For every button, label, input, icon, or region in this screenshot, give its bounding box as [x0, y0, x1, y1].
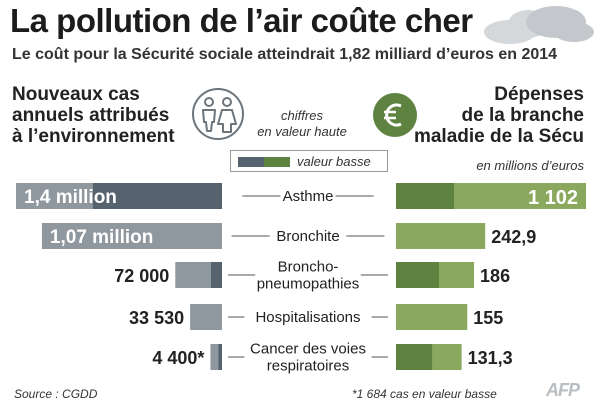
- people-icon: [192, 88, 244, 140]
- cases-heading: Nouveaux cas annuels attribués à l’envir…: [12, 84, 175, 147]
- source-note: Source : CGDD: [14, 387, 98, 401]
- cost-value-label: 186: [480, 266, 510, 286]
- cost-value-label: 131,3: [468, 348, 513, 368]
- cases-value-label: 33 530: [129, 308, 184, 328]
- euro-icon: [373, 93, 417, 137]
- clouds-icon: [484, 6, 594, 44]
- high-value-note: chiffres en valeur haute: [257, 108, 347, 139]
- category-label: Asthme: [283, 188, 334, 205]
- cost-value-label: 155: [473, 308, 503, 328]
- cases-value-label: 72 000: [114, 266, 169, 286]
- costs-units: en millions d’euros: [476, 158, 584, 173]
- cases-bar-hospitalisations: [190, 304, 222, 330]
- cases-low-bar-cancer-des-voies-respiratoires: [218, 344, 222, 370]
- cost-bar-bronchite: [396, 223, 486, 249]
- page-subtitle: Le coût pour la Sécurité sociale atteind…: [12, 46, 558, 63]
- cases-bar-bronchite: [41, 223, 223, 249]
- cases-value-label: 1,4 million: [24, 187, 117, 208]
- cost-value-label: 1 102: [528, 187, 578, 209]
- category-label: Broncho-: [278, 259, 339, 276]
- cases-bar-cancer-des-voies-respiratoires: [210, 344, 222, 370]
- cost-low-bar-broncho-pneumopathies: [396, 262, 439, 288]
- cases-low-bar-asthme: [92, 183, 223, 209]
- cases-value-label: 4 400*: [152, 348, 204, 368]
- category-label: Cancer des voies: [250, 341, 366, 358]
- legend: valeur basse: [230, 150, 388, 172]
- category-label: pneumopathies: [257, 276, 360, 293]
- category-label: Hospitalisations: [255, 309, 360, 326]
- cost-low-bar-asthme: [396, 183, 454, 209]
- cost-low-bar-cancer-des-voies-respiratoires: [396, 344, 433, 370]
- legend-swatch-cases: [238, 157, 264, 167]
- category-label: Bronchite: [276, 228, 339, 245]
- category-label: respiratoires: [267, 358, 350, 375]
- afp-logo: AFP: [546, 380, 580, 400]
- legend-label-low: valeur basse: [297, 154, 371, 169]
- cost-value-label: 242,9: [491, 227, 536, 247]
- cost-bar-hospitalisations: [396, 304, 468, 330]
- page-title: La pollution de l’air coûte cher: [10, 2, 473, 39]
- footnote: *1 684 cas en valeur basse: [352, 387, 497, 401]
- costs-heading: Dépenses de la branche maladie de la Séc…: [413, 84, 584, 147]
- legend-swatch-costs: [264, 157, 290, 167]
- cases-low-bar-broncho-pneumopathies: [210, 262, 222, 288]
- cases-value-label: 1,07 million: [50, 227, 153, 248]
